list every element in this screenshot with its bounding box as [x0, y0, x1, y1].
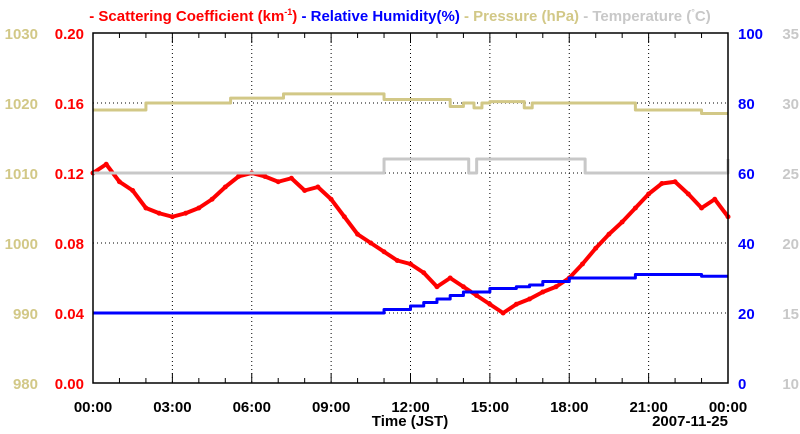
legend: - Scattering Coefficient (km-1) - Relati… [89, 7, 710, 25]
data-point [540, 289, 546, 295]
data-point [408, 261, 413, 267]
humidity-tick-label: 40 [738, 236, 755, 253]
data-point [699, 205, 705, 211]
plot-series [90, 92, 731, 316]
x-tick-label: 21:00 [629, 399, 667, 416]
scattering-tick-label: 0.04 [55, 306, 85, 323]
data-point [513, 301, 519, 307]
series-relative-humidity [93, 273, 728, 315]
pressure-tick-label: 980 [13, 376, 38, 393]
legend-entry: - Temperature ( [579, 8, 691, 25]
legend-superscript: ° [691, 7, 695, 17]
data-point [196, 205, 202, 211]
data-point [169, 214, 175, 220]
humidity-tick-label: 80 [738, 96, 755, 113]
data-point [632, 205, 638, 211]
data-point [672, 179, 678, 185]
legend-entry: - Pressure (hPa) [460, 8, 579, 25]
data-point [209, 196, 215, 202]
legend-entry: - Scattering Coefficient (km [89, 8, 284, 25]
temperature-tick-label: 20 [782, 236, 799, 253]
x-tick-label: 12:00 [391, 399, 429, 416]
data-point [619, 219, 625, 225]
temperature-tick-label: 15 [782, 306, 799, 323]
legend-entry: - Relative Humidity(%) [297, 8, 460, 25]
x-tick-label: 06:00 [233, 399, 271, 416]
scattering-tick-label: 0.08 [55, 236, 84, 253]
data-point [341, 214, 347, 220]
humidity-tick-label: 0 [738, 376, 746, 393]
humidity-tick-label: 60 [738, 166, 755, 183]
series-temperature [93, 157, 730, 175]
x-tick-label: 00:00 [709, 399, 747, 416]
data-point [143, 205, 149, 211]
temperature-tick-label: 25 [782, 166, 799, 183]
scattering-tick-label: 0.00 [55, 376, 84, 393]
humidity-tick-label: 100 [738, 26, 763, 43]
scattering-tick-label: 0.12 [55, 166, 84, 183]
humidity-tick-label: 20 [738, 306, 755, 323]
data-point [685, 191, 691, 197]
temperature-tick-label: 10 [782, 376, 799, 393]
pressure-tick-label: 1030 [5, 26, 38, 43]
data-point [606, 231, 612, 237]
data-point [288, 175, 294, 181]
x-tick-label: 15:00 [471, 399, 509, 416]
legend-superscript: -1 [284, 7, 292, 17]
data-point [434, 284, 440, 290]
data-point [355, 231, 361, 237]
data-point [593, 245, 599, 251]
data-point [130, 188, 136, 193]
data-point [579, 261, 585, 267]
scattering-tick-label: 0.16 [55, 96, 84, 113]
data-point [116, 179, 122, 185]
data-point [447, 275, 453, 281]
scattering-tick-label: 0.20 [55, 26, 84, 43]
data-point [381, 249, 387, 255]
data-point [460, 284, 466, 290]
x-axis-label: Time (JST) [372, 413, 448, 430]
data-point [368, 240, 374, 246]
data-point [275, 179, 281, 185]
legend-suffix: C) [695, 8, 711, 25]
data-point [712, 196, 718, 202]
x-tick-label: 03:00 [153, 399, 191, 416]
data-point [302, 188, 308, 193]
axes: 00:00 03:00 06:00 09:00 12:00 15:00 18:00 21:00… [5, 26, 799, 416]
data-point [646, 191, 652, 197]
data-point [394, 258, 400, 263]
data-point [500, 310, 506, 316]
data-point [421, 270, 427, 276]
x-tick-label: 18:00 [550, 399, 588, 416]
data-point [262, 174, 268, 179]
x-tick-label: 09:00 [312, 399, 350, 416]
data-point [315, 184, 321, 190]
data-point [156, 210, 162, 216]
series-scattering-coefficient [91, 162, 730, 315]
temperature-tick-label: 35 [782, 26, 799, 43]
data-point [553, 284, 559, 290]
legend-suffix: ) [292, 8, 297, 25]
temperature-tick-label: 30 [782, 96, 799, 113]
data-point [474, 293, 480, 298]
pressure-tick-label: 1000 [5, 236, 38, 253]
x-tick-label: 00:00 [74, 399, 112, 416]
data-point [183, 210, 189, 216]
data-point [659, 181, 665, 186]
data-point [236, 174, 242, 179]
pressure-tick-label: 990 [13, 306, 38, 323]
data-point [222, 184, 228, 190]
data-point [487, 301, 493, 307]
data-point [527, 296, 533, 302]
pressure-tick-label: 1010 [5, 166, 38, 183]
pressure-tick-label: 1020 [5, 96, 38, 113]
series-pressure [93, 92, 728, 115]
data-point [328, 196, 334, 202]
date-label: 2007-11-25 [652, 413, 728, 430]
data-point [103, 161, 109, 167]
